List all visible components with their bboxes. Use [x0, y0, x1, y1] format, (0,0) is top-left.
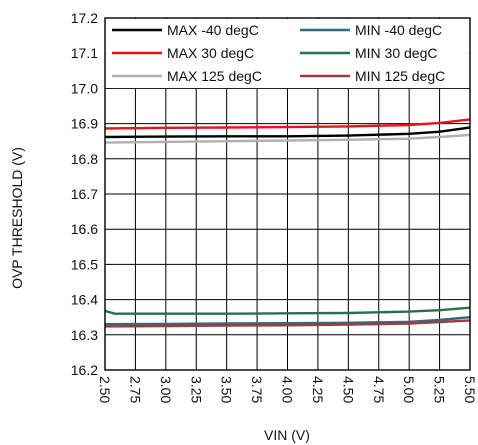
legend-label: MAX -40 degC	[167, 22, 259, 38]
series-line-min-30-degc	[104, 306, 471, 315]
y-tick-label: 16.2	[71, 362, 98, 378]
y-tick-label: 16.9	[71, 116, 98, 132]
legend-label: MIN -40 degC	[355, 22, 442, 38]
legend: MAX -40 degC MAX 30 degC MAX 125 degC MIN -…	[106, 19, 469, 88]
series-layer	[104, 118, 471, 328]
legend-label: MIN 125 degC	[355, 68, 445, 84]
x-tick-label: 2.50	[97, 376, 113, 403]
y-tick-labels: 16.2 16.3 16.4 16.5 16.6 16.7 16.8 16.9 17.0 17.1…	[71, 10, 98, 378]
x-axis-label: VIN (V)	[264, 427, 310, 443]
y-tick-label: 17.1	[71, 45, 98, 61]
series-line-max-30-degc	[104, 118, 471, 130]
series-line-max-125-degc	[104, 133, 471, 144]
x-tick-labels: 2.50 2.75 3.00 3.25 3.50 3.75 4.00 4.25 4.50 4.75…	[97, 376, 478, 403]
x-tick-label: 4.00	[280, 376, 296, 403]
x-tick-label: 3.50	[219, 376, 235, 403]
x-tick-label: 5.00	[401, 376, 417, 403]
x-tick-label: 5.50	[462, 376, 478, 403]
series-line-max-40-degc	[104, 126, 471, 139]
series-line-min-40-degc	[104, 316, 471, 326]
legend-label: MAX 125 degC	[167, 68, 262, 84]
x-tick-label: 4.25	[310, 376, 326, 403]
y-tick-label: 16.8	[71, 151, 98, 167]
x-tick-label: 3.25	[188, 376, 204, 403]
y-tick-label: 16.7	[71, 186, 98, 202]
legend-label: MIN 30 degC	[355, 45, 437, 61]
x-tick-label: 4.75	[371, 376, 387, 403]
y-tick-label: 17.0	[71, 80, 98, 96]
x-tick-label: 4.50	[340, 376, 356, 403]
x-tick-label: 2.75	[127, 376, 143, 403]
y-tick-label: 16.6	[71, 221, 98, 237]
x-tick-label: 3.00	[158, 376, 174, 403]
y-axis-label: OVP THRESHOLD (V)	[9, 147, 25, 289]
x-tick-label: 3.75	[249, 376, 265, 403]
x-tick-label: 5.25	[432, 376, 448, 403]
y-tick-label: 16.5	[71, 256, 98, 272]
y-tick-label: 17.2	[71, 10, 98, 26]
legend-label: MAX 30 degC	[167, 45, 254, 61]
legend-box	[106, 19, 469, 88]
plot-frame	[104, 17, 471, 371]
y-tick-label: 16.4	[71, 292, 98, 308]
y-tick-label: 16.3	[71, 327, 98, 343]
series-line-min-125-degc	[104, 319, 471, 328]
